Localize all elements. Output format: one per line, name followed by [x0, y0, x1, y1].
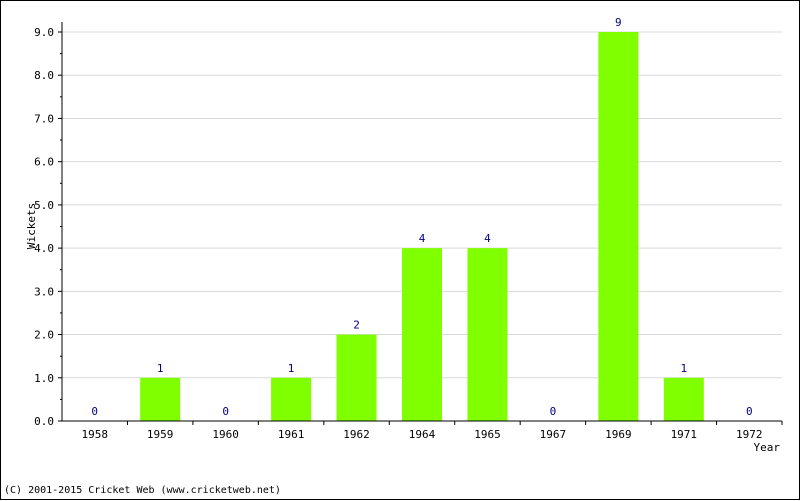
x-tick-label: 1965: [474, 428, 501, 441]
y-tick-label: 1.0: [34, 372, 54, 385]
x-tick-label: 1964: [409, 428, 436, 441]
data-label: 0: [222, 405, 229, 418]
y-tick-label: 0.0: [34, 415, 54, 428]
data-label: 1: [288, 362, 295, 375]
y-tick-label: 3.0: [34, 285, 54, 298]
y-axis-title: Wickets: [25, 203, 38, 249]
y-tick-label: 5.0: [34, 199, 54, 212]
data-label: 1: [681, 362, 688, 375]
copyright-footer: (C) 2001-2015 Cricket Web (www.cricketwe…: [4, 485, 281, 496]
y-tick-label: 4.0: [34, 242, 54, 255]
y-tick-label: 2.0: [34, 329, 54, 342]
labels-layer: 0.0 1.0 2.0 3.0 4.0 5.0 6.0 7.0 8.0 9.0 1958 0 1959 1…: [25, 16, 780, 454]
y-tick-label: 8.0: [34, 69, 54, 82]
x-tick-label: 1958: [81, 428, 108, 441]
x-tick-label: 1969: [605, 428, 632, 441]
x-tick-label: 1971: [671, 428, 698, 441]
data-label: 9: [615, 16, 622, 29]
bar-1962: [336, 334, 377, 421]
bar-1969: [598, 32, 639, 421]
x-axis-title: Year: [754, 441, 781, 454]
y-tick-label: 6.0: [34, 156, 54, 169]
x-tick-label: 1967: [540, 428, 567, 441]
bars-layer: [140, 32, 704, 421]
bar-1964: [402, 248, 442, 421]
bar-1961: [271, 377, 312, 421]
x-tick-label: 1962: [343, 428, 370, 441]
x-tick-label: 1959: [147, 428, 174, 441]
bar-1965: [467, 248, 508, 421]
x-tick-label: 1972: [736, 428, 763, 441]
data-label: 0: [746, 405, 753, 418]
data-label: 0: [91, 405, 98, 418]
data-label: 2: [353, 319, 360, 332]
grid-layer: [62, 31, 782, 379]
bar-1971: [663, 377, 704, 421]
x-tick-label: 1960: [212, 428, 239, 441]
axes-layer: [58, 22, 783, 425]
data-label: 1: [157, 362, 164, 375]
y-tick-label: 7.0: [34, 112, 54, 125]
data-label: 4: [484, 232, 491, 245]
bar-1959: [140, 377, 181, 421]
data-label: 4: [419, 232, 426, 245]
y-tick-label: 9.0: [34, 26, 54, 39]
x-tick-label: 1961: [278, 428, 305, 441]
data-label: 0: [550, 405, 557, 418]
